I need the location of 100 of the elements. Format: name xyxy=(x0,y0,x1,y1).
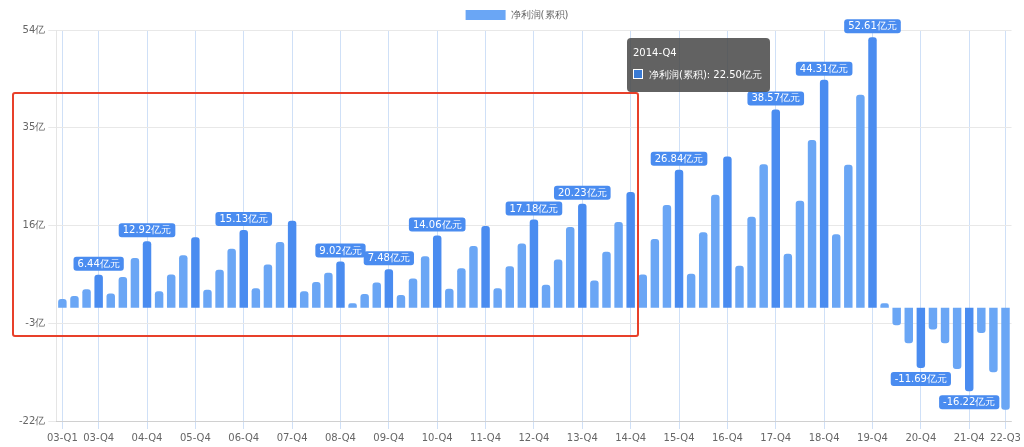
x-tick-label: 17-Q4 xyxy=(760,431,792,443)
bar xyxy=(807,140,817,308)
x-tick-label: 16-Q4 xyxy=(711,431,743,443)
data-label: 7.48亿元 xyxy=(367,252,410,264)
bar xyxy=(469,246,478,308)
bar xyxy=(408,278,418,308)
bar xyxy=(940,307,950,344)
x-tick-label: 09-Q4 xyxy=(373,431,405,443)
bar xyxy=(602,251,611,308)
bar xyxy=(396,294,406,308)
y-tick-label: 16亿 xyxy=(22,219,46,231)
annotation: 2014-Q4 净利润(累积): 22.50亿元 xyxy=(633,46,762,82)
x-tick-label: 18-Q4 xyxy=(808,431,840,443)
bar xyxy=(795,200,805,308)
bar xyxy=(735,265,744,308)
bar xyxy=(227,248,236,308)
bar xyxy=(662,204,672,308)
bar xyxy=(771,109,780,308)
bar xyxy=(541,284,551,308)
x-tick-label: 19-Q4 xyxy=(857,431,888,443)
x-tick-label: 21-Q4 xyxy=(953,431,985,443)
bar xyxy=(819,79,829,308)
data-label: 12.92亿元 xyxy=(122,224,172,236)
bar xyxy=(239,229,248,308)
bar xyxy=(505,266,514,308)
bar xyxy=(372,282,381,308)
x-tick-label: 05-Q4 xyxy=(179,431,211,443)
bar xyxy=(892,307,901,326)
bar xyxy=(1001,307,1010,410)
bar xyxy=(578,203,587,308)
data-label: 6.44亿元 xyxy=(77,257,120,269)
x-tick-label: 08-Q4 xyxy=(325,431,356,443)
bar xyxy=(154,291,164,308)
bar xyxy=(977,307,986,334)
bar xyxy=(215,269,224,308)
bar xyxy=(299,291,309,308)
x-tick-label: 06-Q4 xyxy=(228,431,260,443)
bar xyxy=(384,269,394,308)
bar xyxy=(94,274,103,308)
bar xyxy=(674,169,684,308)
y-tick-label: -22亿 xyxy=(18,414,46,426)
bar xyxy=(844,164,853,308)
bar xyxy=(590,280,599,308)
bar xyxy=(517,243,527,308)
bar xyxy=(336,261,345,308)
bar xyxy=(553,259,563,308)
bar xyxy=(191,237,200,308)
y-tick-label: 54亿 xyxy=(22,23,46,35)
data-label: 15.13亿元 xyxy=(219,213,269,225)
bar xyxy=(916,307,926,368)
x-tick-label: 13-Q4 xyxy=(566,431,598,443)
data-label: 14.06亿元 xyxy=(412,218,462,230)
bar xyxy=(614,221,623,308)
data-label: 20.23亿元 xyxy=(557,186,607,198)
bar xyxy=(82,289,91,308)
bar xyxy=(638,274,647,308)
y-tick-label: 35亿 xyxy=(22,121,46,133)
bar xyxy=(166,274,176,308)
bar xyxy=(263,264,273,308)
x-tick-label: 20-Q4 xyxy=(905,431,937,443)
bar xyxy=(445,288,454,308)
bar xyxy=(759,164,768,308)
bar xyxy=(565,227,575,308)
data-label: 9.02亿元 xyxy=(319,244,362,256)
legend-label: 净利润(累积) xyxy=(510,8,569,20)
bar xyxy=(457,268,466,308)
data-label: 52.61亿元 xyxy=(848,20,897,32)
x-tick-label: 04-Q4 xyxy=(131,431,163,443)
bar xyxy=(928,307,938,330)
bar xyxy=(130,257,140,308)
bar xyxy=(324,272,333,308)
bar xyxy=(904,307,913,344)
bar xyxy=(142,241,152,308)
bar xyxy=(251,288,261,308)
bar xyxy=(783,253,793,308)
x-tick-label: 03-Q1 xyxy=(46,431,78,443)
bar xyxy=(432,235,442,308)
x-tick-label: 07-Q4 xyxy=(276,431,308,443)
data-label: 44.31亿元 xyxy=(799,62,849,74)
data-label: 38.57亿元 xyxy=(751,92,801,104)
x-tick-label: 12-Q4 xyxy=(518,431,550,443)
bar xyxy=(287,220,297,308)
bar xyxy=(275,241,285,308)
bar xyxy=(179,255,188,308)
bar xyxy=(106,293,115,308)
data-label: 17.18亿元 xyxy=(509,202,559,214)
bar xyxy=(481,226,490,308)
x-tick-label: 22-Q3 xyxy=(990,431,1021,443)
bar xyxy=(989,307,998,373)
data-label: 26.84亿元 xyxy=(654,152,704,164)
bar xyxy=(118,276,128,308)
x-tick-label: 10-Q4 xyxy=(421,431,453,443)
bar xyxy=(964,307,974,392)
bar xyxy=(420,256,430,308)
bar xyxy=(723,156,732,308)
x-tick-label: 03-Q4 xyxy=(83,431,115,443)
bar xyxy=(529,219,539,308)
bar xyxy=(650,238,660,308)
data-label: -11.69亿元 xyxy=(894,373,947,385)
bar xyxy=(626,192,635,308)
